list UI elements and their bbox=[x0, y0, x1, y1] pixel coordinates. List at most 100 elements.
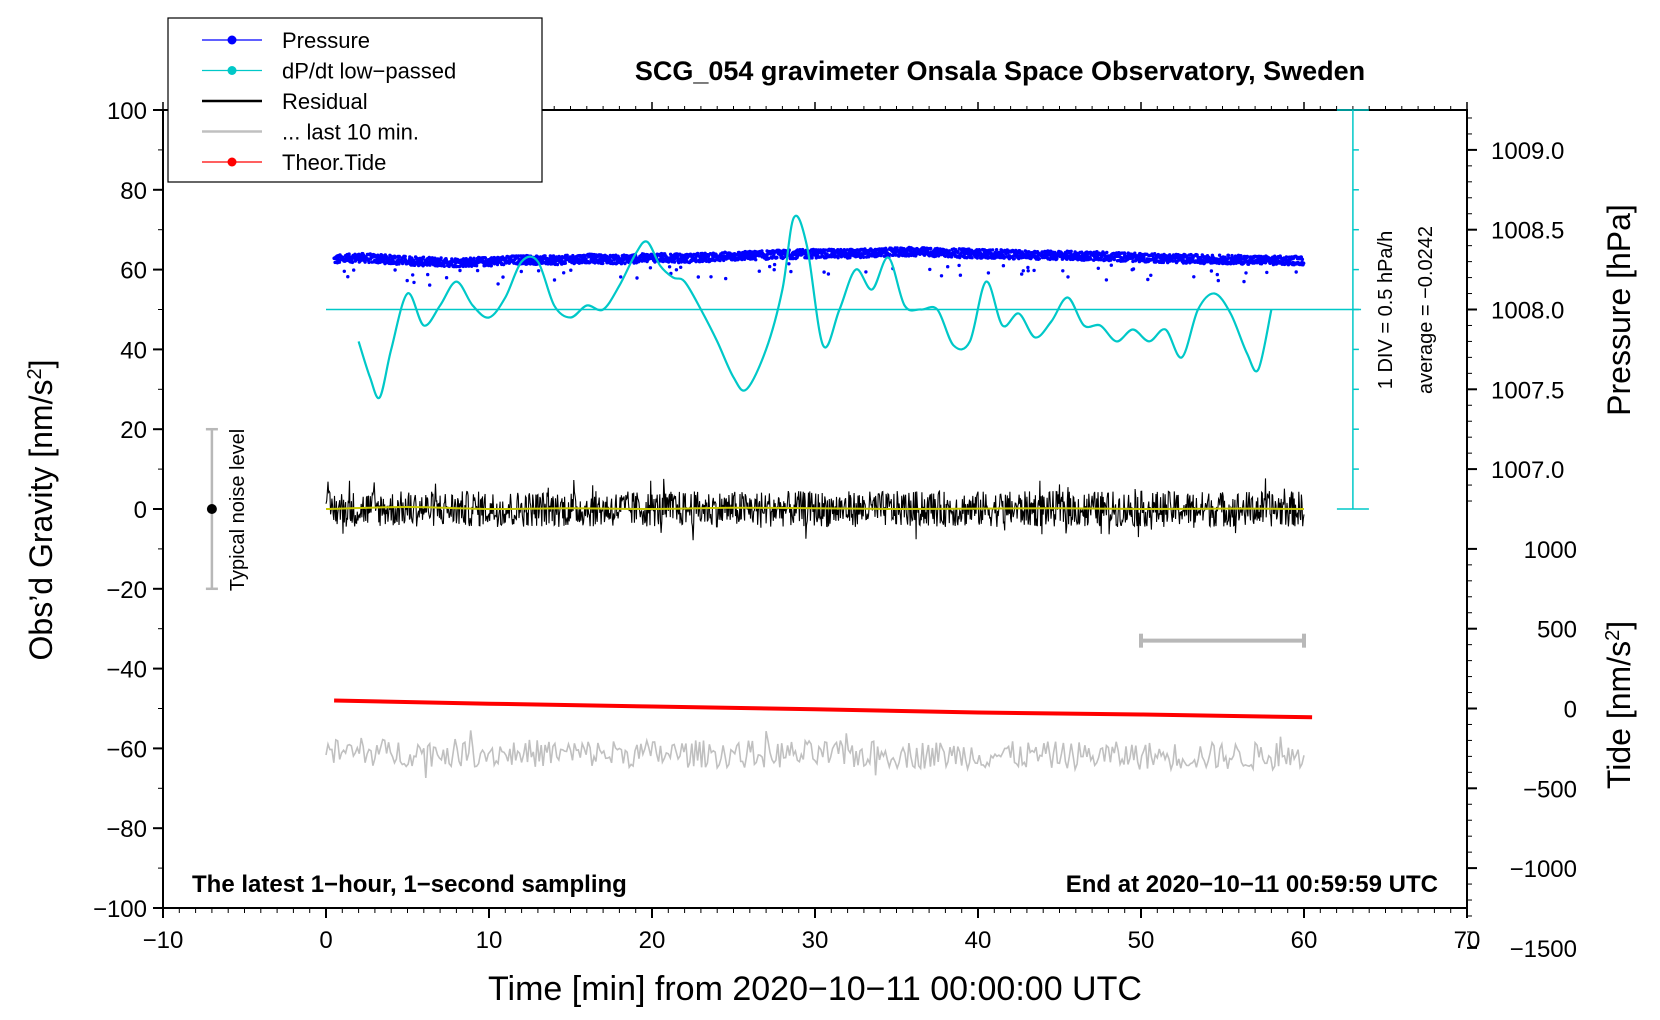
pressure-point bbox=[1066, 275, 1070, 279]
pressure-point bbox=[791, 256, 795, 261]
y-tick-label: 20 bbox=[120, 417, 147, 444]
pressure-point bbox=[363, 260, 367, 264]
pressure-point bbox=[672, 260, 677, 264]
pressure-point bbox=[367, 260, 371, 265]
y-axis-label-tide-end: ] bbox=[1601, 621, 1637, 630]
pressure-point bbox=[1294, 270, 1298, 274]
pressure-point bbox=[426, 272, 430, 277]
y-tick-label: 40 bbox=[120, 337, 147, 364]
pressure-point bbox=[724, 276, 728, 281]
pressure-point bbox=[1216, 278, 1221, 283]
pressure-point bbox=[483, 256, 488, 260]
y-axis-label-gravity: Obs’d Gravity [nm/s2] bbox=[23, 360, 59, 661]
pressure-point bbox=[535, 255, 540, 259]
pressure-point bbox=[397, 254, 401, 259]
pressure-point bbox=[772, 268, 776, 272]
pressure-point bbox=[929, 246, 933, 251]
pressure-point bbox=[754, 258, 758, 262]
pressure-point bbox=[519, 269, 523, 274]
pressure-point bbox=[1131, 267, 1136, 271]
pressure-point bbox=[411, 273, 415, 277]
pressure-point bbox=[946, 265, 950, 269]
pressure-point bbox=[1209, 269, 1214, 273]
y-tick-label: 100 bbox=[107, 98, 147, 125]
pressure-point bbox=[781, 256, 786, 260]
pressure-point bbox=[501, 275, 505, 279]
x-tick-label: 70 bbox=[1454, 927, 1481, 954]
pressure-point bbox=[986, 271, 991, 275]
legend: Pressure dP/dt low−passed Residual ... last… bbox=[167, 17, 543, 183]
pressure-point bbox=[1032, 268, 1036, 273]
pressure-point bbox=[403, 258, 408, 262]
pressure-point bbox=[565, 253, 569, 257]
tide-tick-label: −1000 bbox=[1510, 856, 1577, 883]
pressure-point bbox=[888, 252, 892, 256]
pressure-point bbox=[970, 256, 974, 260]
pressure-point bbox=[474, 264, 479, 268]
pressure-point bbox=[563, 261, 567, 265]
dpdt-average-label: average = −0.0242 bbox=[1415, 226, 1437, 394]
y-tick-label: 0 bbox=[134, 497, 147, 524]
legend-label: ... last 10 min. bbox=[282, 120, 419, 145]
noise-level-dot bbox=[206, 504, 217, 514]
pressure-point bbox=[536, 269, 541, 273]
pressure-point bbox=[1244, 271, 1248, 275]
y-tick-label: −60 bbox=[106, 736, 147, 763]
pressure-tick-label: 1007.0 bbox=[1491, 457, 1564, 484]
pressure-point bbox=[346, 275, 350, 279]
pressure-point bbox=[884, 248, 889, 252]
pressure-point bbox=[1069, 249, 1073, 253]
pressure-point bbox=[1133, 259, 1138, 263]
y-tick-label: −80 bbox=[106, 816, 147, 843]
pressure-tick-label: 1008.0 bbox=[1491, 298, 1564, 325]
pressure-point bbox=[1300, 257, 1305, 262]
pressure-point bbox=[571, 253, 575, 258]
pressure-point bbox=[994, 248, 999, 252]
pressure-point bbox=[415, 256, 419, 261]
pressure-point bbox=[677, 260, 681, 265]
pressure-point bbox=[939, 274, 944, 278]
x-tick-label: 10 bbox=[476, 927, 503, 954]
y-tick-label: −20 bbox=[106, 577, 147, 604]
pressure-point bbox=[1133, 251, 1137, 255]
dpdt-scale-label: 1 DIV = 0.5 hPa/h bbox=[1375, 231, 1397, 389]
pressure-point bbox=[1089, 257, 1093, 261]
pressure-point bbox=[1215, 272, 1220, 277]
tide-tick-label: 0 bbox=[1564, 697, 1577, 724]
pressure-point bbox=[1284, 255, 1289, 259]
legend-swatch-marker bbox=[227, 35, 237, 45]
pressure-point bbox=[679, 265, 683, 269]
pressure-point bbox=[584, 257, 588, 261]
pressure-point bbox=[1137, 259, 1142, 264]
pressure-point bbox=[1037, 257, 1042, 261]
pressure-point bbox=[943, 254, 948, 258]
pressure-point bbox=[458, 268, 462, 273]
legend-label: Pressure bbox=[282, 28, 370, 53]
ticks-layer: −10 0 10 20 30 40 50 60 70100806040200−20−40−60−… bbox=[93, 98, 1577, 963]
pressure-point bbox=[861, 255, 866, 259]
legend-items: Pressure dP/dt low−passed Residual ... last… bbox=[202, 28, 456, 175]
pressure-point bbox=[1026, 269, 1030, 273]
bottom-left-caption: The latest 1−hour, 1−second sampling bbox=[192, 871, 627, 898]
residual-line bbox=[325, 478, 1305, 541]
pressure-point bbox=[428, 283, 432, 287]
pressure-point bbox=[965, 255, 969, 260]
pressure-point bbox=[352, 268, 356, 272]
pressure-point bbox=[709, 275, 713, 279]
x-tick-label: 30 bbox=[802, 927, 829, 954]
pressure-point bbox=[496, 282, 500, 286]
pressure-point bbox=[403, 254, 407, 259]
x-axis-label: Time [min] from 2020−10−11 00:00:00 UTC bbox=[488, 970, 1142, 1008]
tide-tick-label: 1000 bbox=[1524, 537, 1577, 564]
pressure-point bbox=[601, 261, 605, 266]
pressure-point bbox=[789, 269, 793, 274]
pressure-point bbox=[405, 278, 409, 283]
pressure-point bbox=[1242, 279, 1246, 284]
noise-level-label: Typical noise level bbox=[227, 429, 249, 591]
legend-label: Residual bbox=[282, 89, 368, 114]
pressure-point bbox=[1001, 264, 1006, 268]
residual-smoothed-line bbox=[325, 505, 1305, 511]
y-axis-label-tide: Tide [nm/s2] bbox=[1601, 621, 1637, 789]
pressure-point bbox=[1104, 278, 1109, 282]
